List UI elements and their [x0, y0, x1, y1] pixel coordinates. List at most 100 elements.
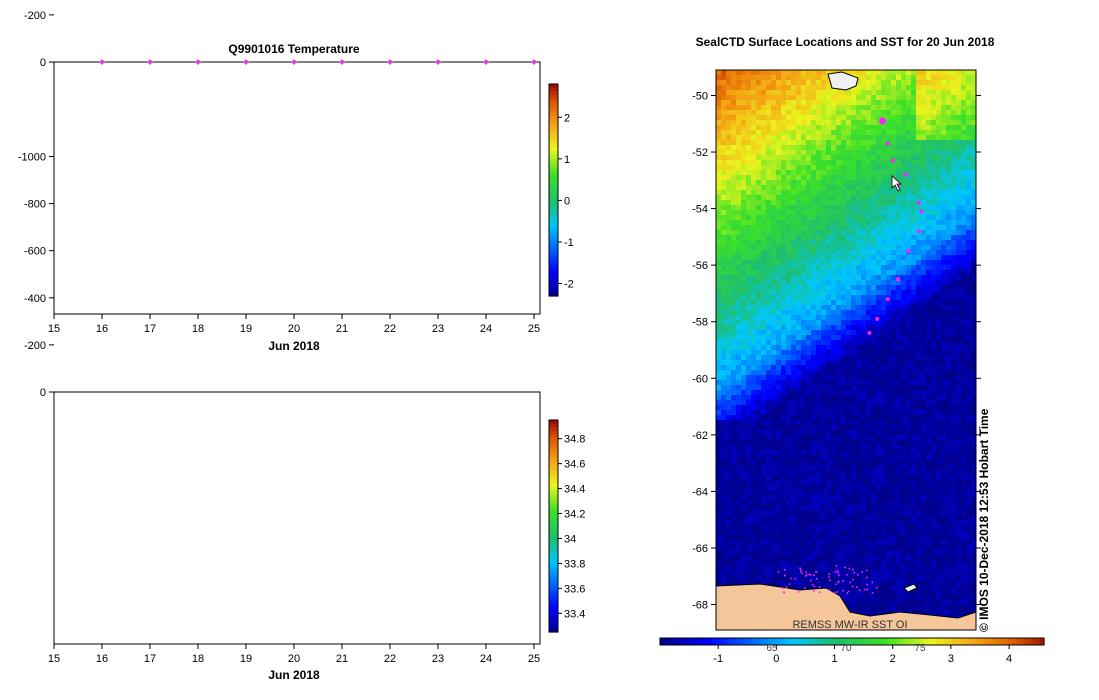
sst-cell: [911, 125, 917, 131]
colorbar-segment: [549, 557, 558, 562]
sst-cell: [911, 400, 917, 406]
sst-cell: [871, 410, 877, 416]
sst-cell: [886, 115, 892, 121]
sst-cell: [721, 345, 727, 351]
sst-cell: [831, 350, 837, 356]
sst-cell: [956, 430, 962, 436]
sst-cell: [841, 120, 847, 126]
sst-cell: [946, 305, 952, 311]
sst-cell: [721, 325, 727, 331]
sst-cell: [816, 195, 822, 201]
sst-cell: [956, 160, 962, 166]
sst-cell: [941, 265, 947, 271]
sst-cell: [876, 300, 882, 306]
sst-cell: [751, 390, 757, 396]
sst-cell: [956, 245, 962, 251]
sst-cell: [781, 85, 787, 91]
sst-cell: [781, 330, 787, 336]
sst-cell: [726, 365, 732, 371]
sst-cell: [821, 365, 827, 371]
sst-cell: [931, 165, 937, 171]
sst-cell: [921, 180, 927, 186]
sst-cell: [846, 350, 852, 356]
sst-cell: [826, 280, 832, 286]
sst-cell: [716, 390, 722, 396]
sst-cell: [966, 420, 972, 426]
sst-cell: [791, 440, 797, 446]
sst-cell: [831, 195, 837, 201]
sst-cell: [946, 355, 952, 361]
sst-cell: [746, 235, 752, 241]
sst-cell: [826, 190, 832, 196]
sst-cell: [746, 325, 752, 331]
sst-cell: [956, 205, 962, 211]
sst-cell: [946, 375, 952, 381]
sst-cell: [851, 380, 857, 386]
sst-cell: [936, 260, 942, 266]
sst-cell: [771, 345, 777, 351]
sst-cell: [931, 140, 937, 146]
sst-cell: [746, 250, 752, 256]
sst-cell: [806, 250, 812, 256]
sst-cell: [816, 215, 822, 221]
sst-cell: [811, 135, 817, 141]
sst-cell: [836, 290, 842, 296]
sst-cell: [971, 355, 977, 361]
sst-cell: [831, 330, 837, 336]
sst-cell: [811, 205, 817, 211]
sst-cell: [731, 330, 737, 336]
sst-cell: [856, 345, 862, 351]
sst-cell: [786, 230, 792, 236]
sst-cell: [786, 345, 792, 351]
sst-cell: [851, 450, 857, 456]
sst-cell: [946, 435, 952, 441]
sst-cell: [926, 100, 932, 106]
sst-cell: [806, 420, 812, 426]
sst-cell: [741, 335, 747, 341]
sst-cell: [761, 410, 767, 416]
sst-cell: [731, 90, 737, 96]
sst-cell: [866, 360, 872, 366]
sst-cell: [756, 290, 762, 296]
colorbar-segment: [549, 133, 558, 138]
sst-cell: [741, 180, 747, 186]
sst-cell: [821, 435, 827, 441]
sst-cell: [881, 480, 887, 486]
sst-cell: [741, 435, 747, 441]
sst-cell: [786, 205, 792, 211]
sst-cell: [941, 175, 947, 181]
sst-cell: [881, 130, 887, 136]
sst-cell: [916, 205, 922, 211]
sst-cell: [726, 355, 732, 361]
sst-cell: [911, 235, 917, 241]
sst-cell: [921, 355, 927, 361]
sst-cell: [826, 245, 832, 251]
sst-cell: [846, 310, 852, 316]
sst-cell: [736, 205, 742, 211]
sst-cell: [716, 370, 722, 376]
sst-cell: [896, 460, 902, 466]
sst-cell: [861, 415, 867, 421]
colorbar-segment: [549, 448, 558, 453]
sst-cell: [771, 470, 777, 476]
sst-cell: [921, 380, 927, 386]
sst-cell: [906, 265, 912, 271]
x-tick-label: 17: [144, 323, 156, 335]
sst-cell: [901, 310, 907, 316]
sst-cell: [806, 205, 812, 211]
x-tick-label: 23: [432, 323, 444, 335]
sst-cell: [931, 315, 937, 321]
sst-cell: [796, 235, 802, 241]
sst-cell: [886, 270, 892, 276]
temperature-colorbar: 210-1-2: [548, 83, 574, 297]
sst-cell: [771, 220, 777, 226]
sst-cell: [731, 200, 737, 206]
sst-cell: [881, 105, 887, 111]
sst-cell: [776, 220, 782, 226]
sst-cell: [771, 430, 777, 436]
sst-cell: [881, 305, 887, 311]
sst-cell: [971, 130, 977, 136]
sst-cell: [936, 395, 942, 401]
sst-cell: [856, 290, 862, 296]
sst-cell: [856, 265, 862, 271]
